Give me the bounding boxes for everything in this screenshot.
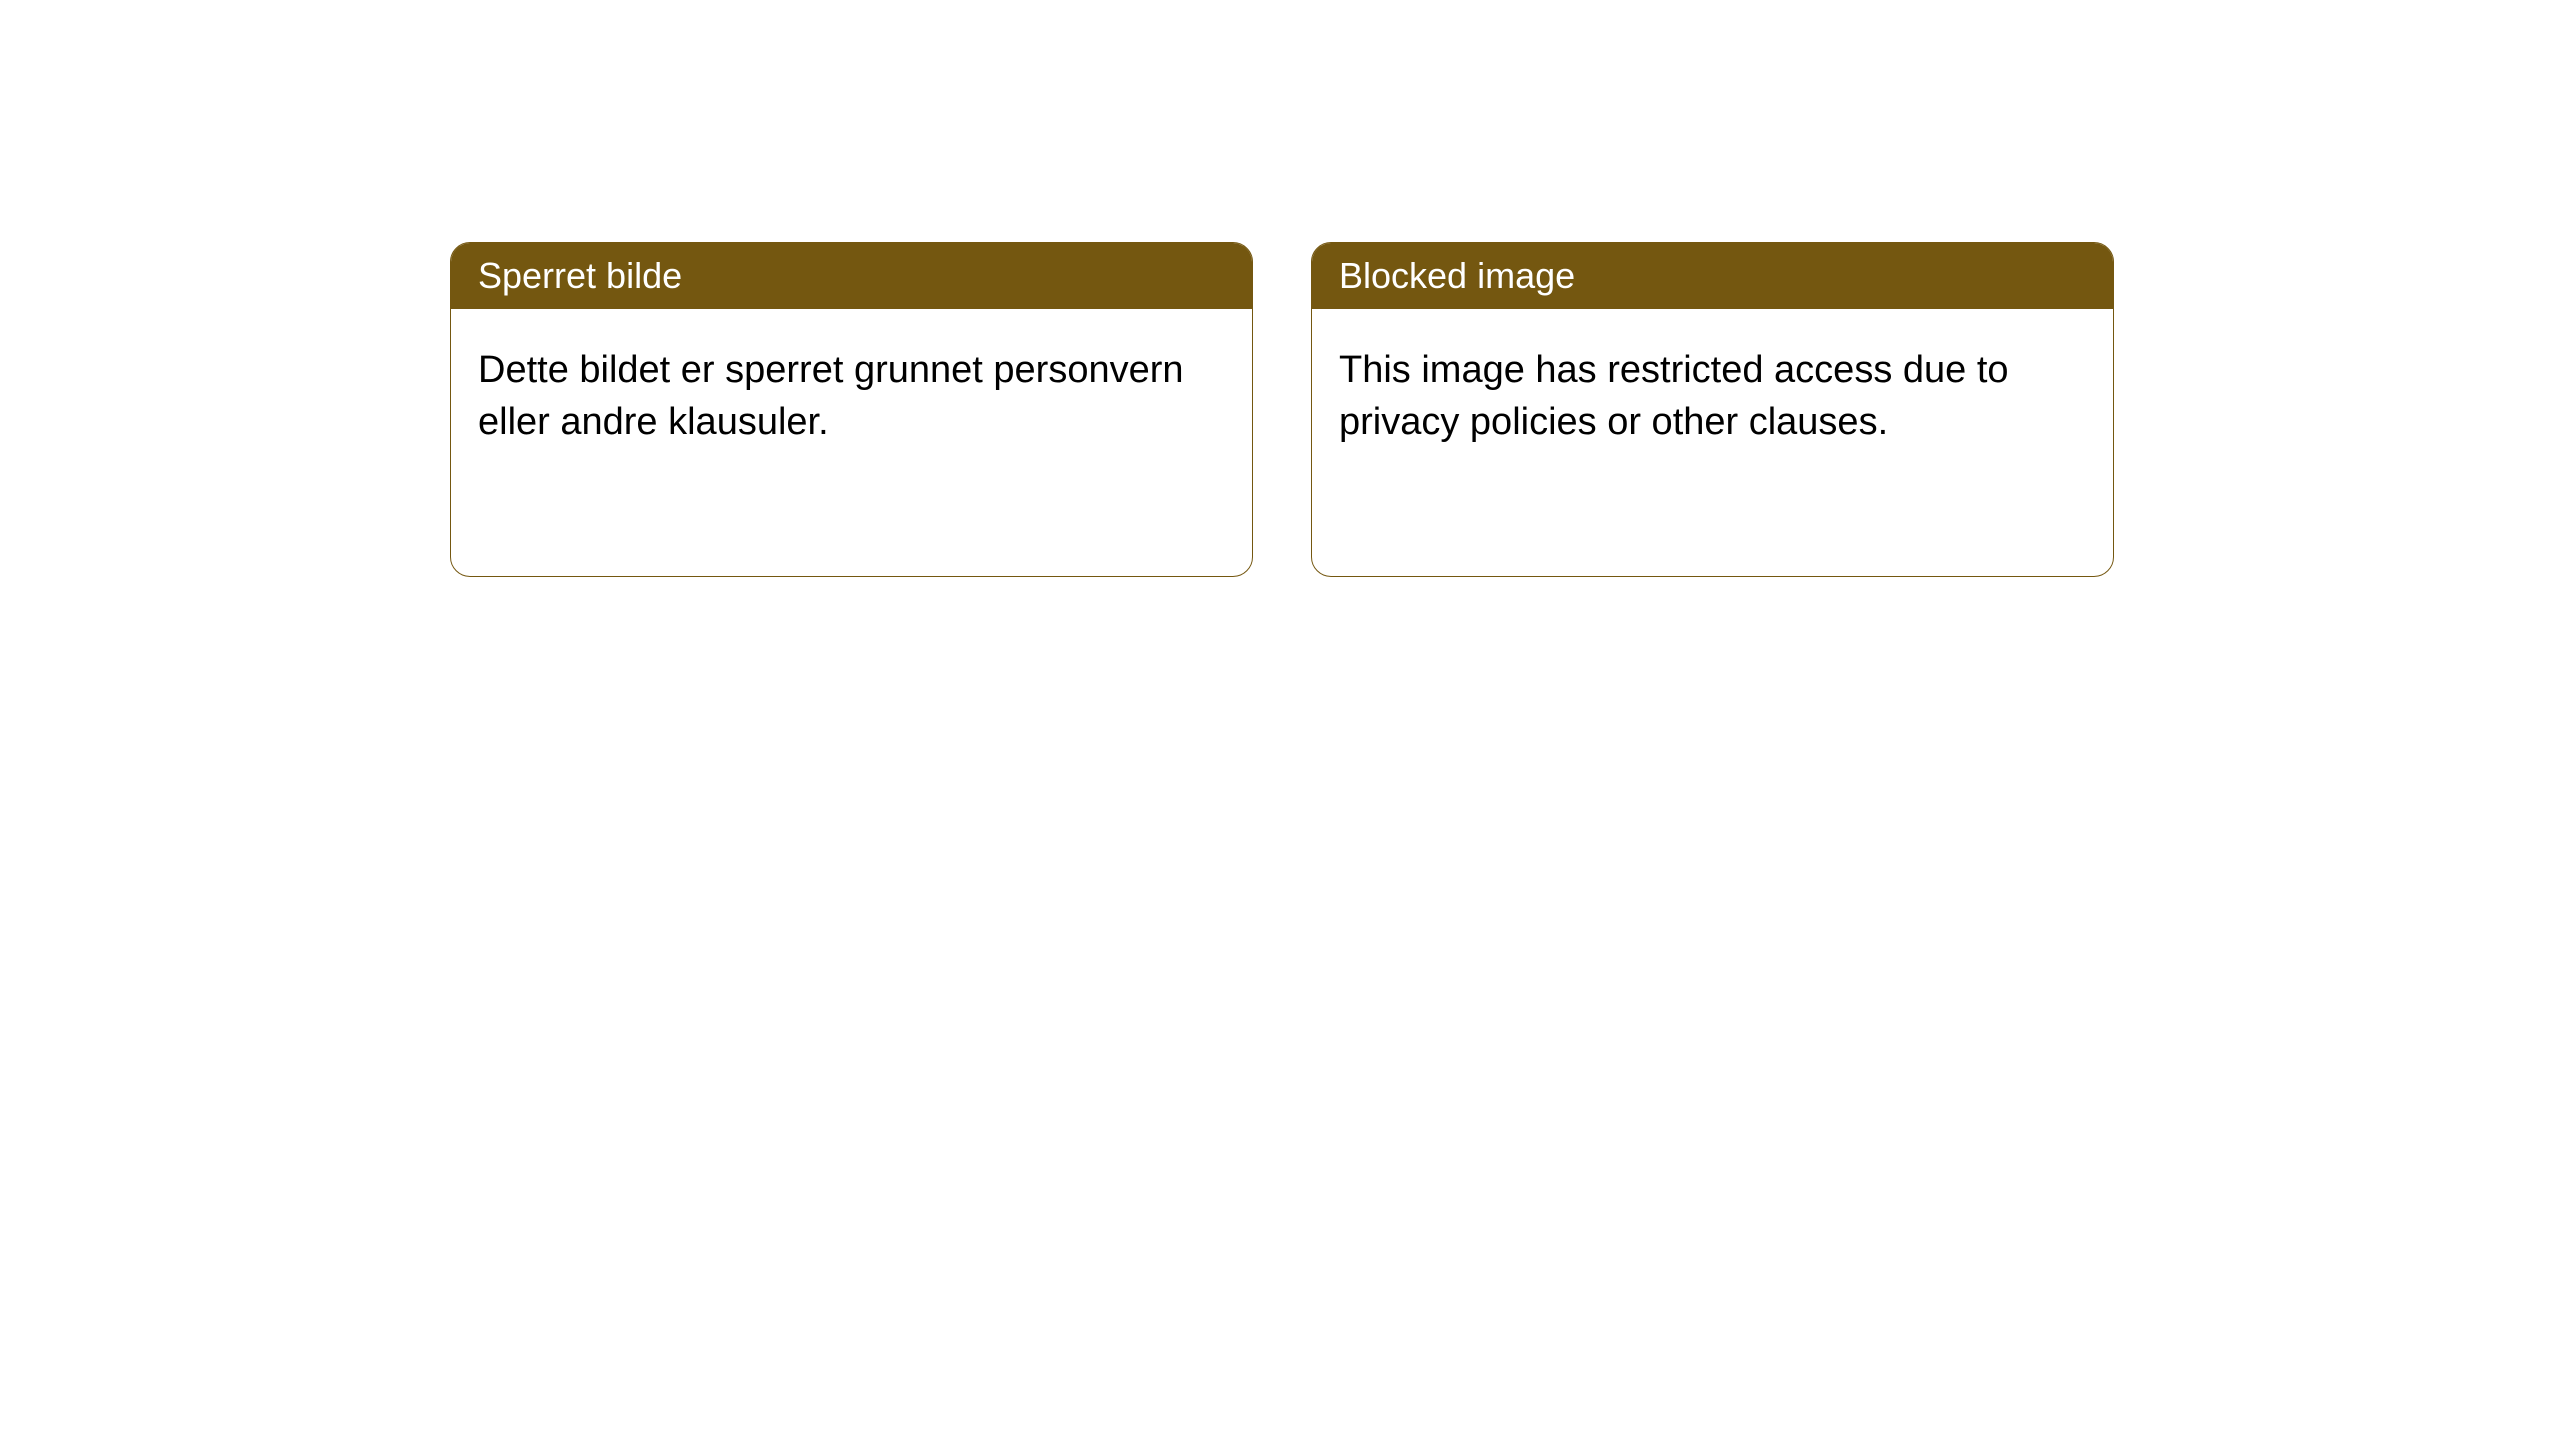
notice-body-text: This image has restricted access due to … — [1339, 345, 2086, 448]
notice-body: This image has restricted access due to … — [1312, 309, 2113, 475]
notice-header: Blocked image — [1312, 243, 2113, 309]
notice-body: Dette bildet er sperret grunnet personve… — [451, 309, 1252, 475]
notice-header: Sperret bilde — [451, 243, 1252, 309]
notice-box-english: Blocked image This image has restricted … — [1311, 242, 2114, 577]
notice-body-text: Dette bildet er sperret grunnet personve… — [478, 345, 1225, 448]
notice-box-norwegian: Sperret bilde Dette bildet er sperret gr… — [450, 242, 1253, 577]
notice-header-text: Sperret bilde — [478, 255, 682, 296]
notice-header-text: Blocked image — [1339, 255, 1575, 296]
notice-container: Sperret bilde Dette bildet er sperret gr… — [0, 0, 2560, 577]
